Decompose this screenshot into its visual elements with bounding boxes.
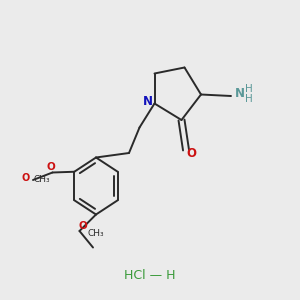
Text: HCl — H: HCl — H bbox=[124, 269, 176, 282]
Text: O: O bbox=[22, 173, 30, 183]
Text: O: O bbox=[24, 178, 25, 179]
Text: CH₃: CH₃ bbox=[34, 176, 50, 184]
Text: CH₃: CH₃ bbox=[88, 230, 104, 238]
Text: O: O bbox=[46, 161, 56, 172]
Text: N: N bbox=[142, 94, 153, 108]
Text: H: H bbox=[244, 84, 252, 94]
Text: N: N bbox=[235, 87, 245, 100]
Text: H: H bbox=[244, 94, 252, 104]
Text: O: O bbox=[78, 220, 87, 231]
Text: O: O bbox=[186, 147, 196, 160]
